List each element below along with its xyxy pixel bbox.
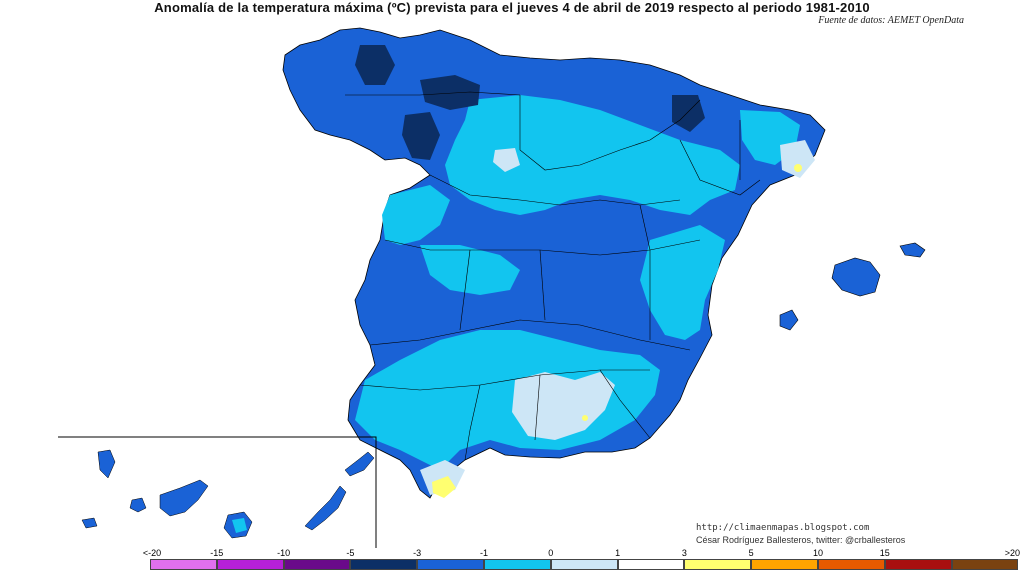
legend-label: -10	[277, 548, 291, 558]
legend-label: 15	[879, 548, 890, 558]
cyan-zone-center-west	[420, 245, 520, 295]
legend-labels: <-20 -15 -10 -5 -3 -1 0 1 3 5 10 15 >20	[0, 548, 1024, 560]
legend-color-bar	[150, 559, 1019, 570]
legend-swatch	[483, 559, 551, 570]
canary-inset-frame	[58, 436, 377, 548]
yellow-spot-granada	[582, 415, 588, 421]
legend-swatch	[884, 559, 952, 570]
legend-label: -3	[413, 548, 422, 558]
legend-swatch	[951, 559, 1019, 570]
canary-islands	[81, 449, 375, 539]
la-palma-island	[97, 449, 116, 479]
navy-zone-leon	[402, 112, 440, 160]
legend-swatch	[417, 559, 484, 570]
legend-label: 10	[812, 548, 824, 558]
legend-swatch	[617, 559, 685, 570]
legend-label: 5	[748, 548, 754, 558]
legend-swatch	[817, 559, 885, 570]
gran-canaria-cyan	[232, 518, 247, 533]
cyan-zone-south	[355, 330, 660, 470]
credit-url[interactable]: http://climaenmapas.blogspot.com	[696, 523, 870, 533]
lanzarote-island	[344, 451, 375, 477]
cyan-zone-north-central	[445, 95, 740, 215]
legend-swatch	[283, 559, 351, 570]
navy-zone-navarra	[672, 95, 705, 132]
la-gomera-island	[129, 497, 147, 513]
navy-zone-galicia	[355, 45, 395, 85]
legend-label: -5	[346, 548, 355, 558]
map-title: Anomalía de la temperatura máxima (ºC) p…	[154, 0, 870, 15]
navy-zone-asturias	[420, 75, 480, 110]
fuerteventura-island	[304, 485, 347, 531]
legend-swatch	[216, 559, 284, 570]
legend-label: -1	[479, 548, 489, 558]
legend-swatch	[751, 559, 818, 570]
legend-label: 3	[681, 548, 687, 558]
cyan-zone-west	[382, 185, 450, 245]
yellow-spot-cataluna	[794, 164, 802, 172]
credit-author: César Rodríguez Ballesteros, twitter: @c…	[696, 535, 906, 545]
legend-label: >20	[1004, 548, 1021, 558]
legend-swatch	[150, 559, 217, 570]
legend-label: 1	[615, 548, 621, 558]
legend-label: -15	[210, 548, 224, 558]
legend-swatch	[550, 559, 618, 570]
data-source: Fuente de datos: AEMET OpenData	[818, 15, 964, 26]
ibiza-island	[779, 309, 799, 331]
cyan-zone-east	[640, 225, 725, 340]
el-hierro-island	[81, 517, 98, 529]
pale-zone-cataluna	[780, 140, 815, 178]
pale-zone-andalucia	[512, 372, 615, 440]
tenerife-island	[159, 479, 209, 517]
region-borders	[345, 91, 761, 461]
legend-label: <-20	[142, 548, 162, 558]
pale-zone-burgos	[493, 148, 520, 172]
menorca-island	[899, 242, 926, 258]
legend-swatch	[684, 559, 752, 570]
legend-swatch	[350, 559, 418, 570]
legend-label: 0	[548, 548, 554, 558]
yellow-zone-malaga	[432, 476, 456, 498]
mallorca-island	[831, 257, 881, 297]
